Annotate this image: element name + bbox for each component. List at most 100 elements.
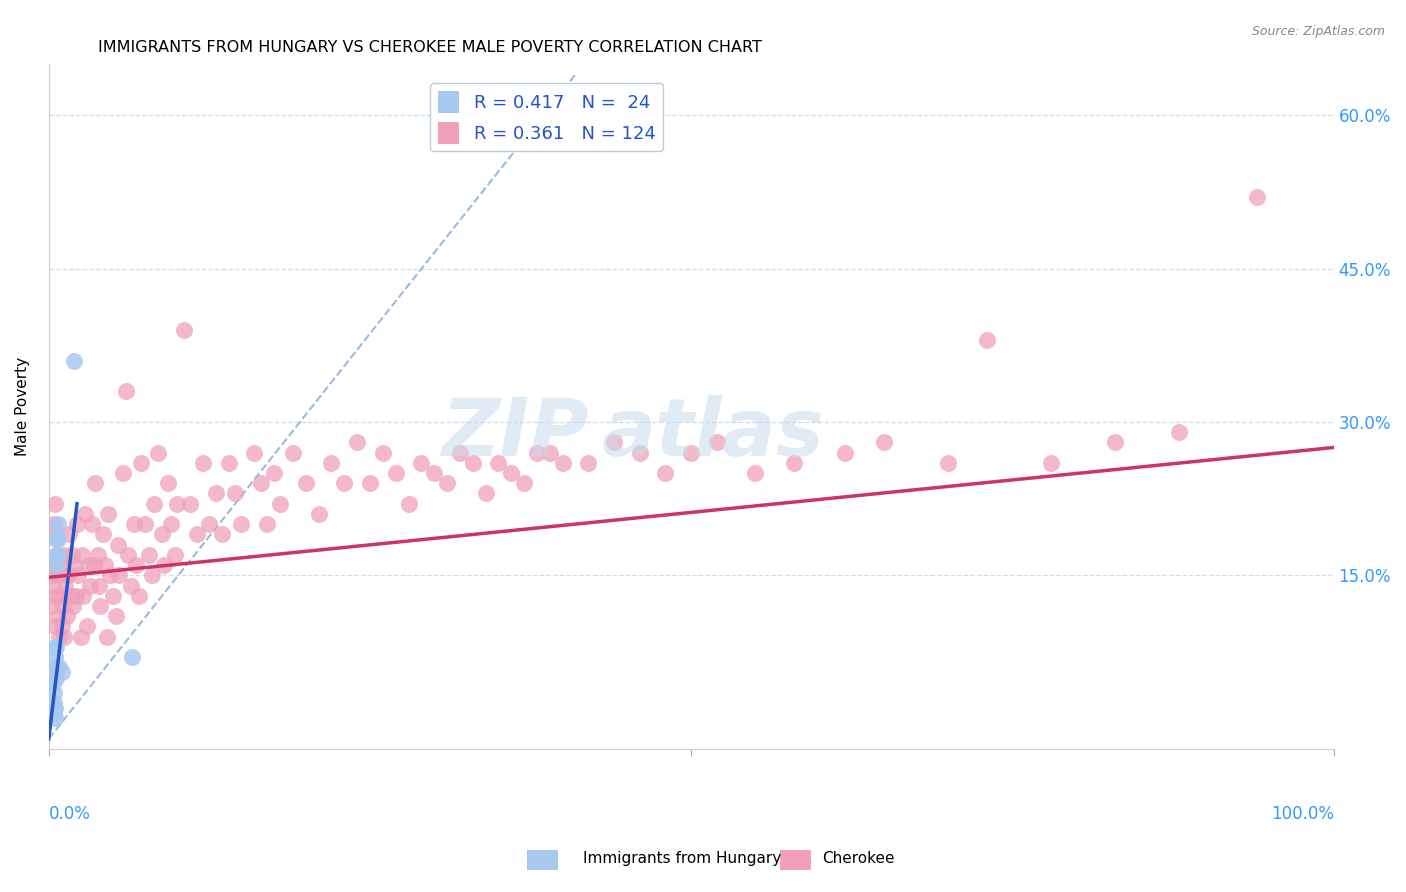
Point xyxy=(157,476,180,491)
Point xyxy=(501,466,523,480)
Point xyxy=(44,701,66,715)
Point xyxy=(603,435,626,450)
Point xyxy=(45,527,67,541)
Point xyxy=(46,548,69,562)
Point xyxy=(49,589,72,603)
Point xyxy=(53,548,76,562)
Point xyxy=(1039,456,1062,470)
Point xyxy=(63,353,86,368)
Point xyxy=(97,507,120,521)
Point xyxy=(48,630,70,644)
Point xyxy=(51,558,73,572)
Point xyxy=(1168,425,1191,439)
Point xyxy=(125,558,148,572)
Point xyxy=(191,456,214,470)
Text: IMMIGRANTS FROM HUNGARY VS CHEROKEE MALE POVERTY CORRELATION CHART: IMMIGRANTS FROM HUNGARY VS CHEROKEE MALE… xyxy=(98,40,762,55)
Point xyxy=(122,517,145,532)
Point xyxy=(55,578,77,592)
Point xyxy=(186,527,208,541)
Point xyxy=(269,497,291,511)
Point xyxy=(211,527,233,541)
Point xyxy=(87,578,110,592)
Point xyxy=(56,568,79,582)
Point xyxy=(73,507,96,521)
Point xyxy=(1104,435,1126,450)
Point xyxy=(371,445,394,459)
Text: Immigrants from Hungary: Immigrants from Hungary xyxy=(583,851,782,865)
Point xyxy=(44,558,66,572)
Point xyxy=(128,589,150,603)
Point xyxy=(42,578,65,592)
Point xyxy=(45,589,67,603)
Point xyxy=(384,466,406,480)
Point xyxy=(42,665,65,680)
Point xyxy=(117,548,139,562)
Point xyxy=(146,445,169,459)
Point xyxy=(744,466,766,480)
Point xyxy=(42,686,65,700)
Point xyxy=(48,660,70,674)
Point xyxy=(628,445,651,459)
Point xyxy=(107,538,129,552)
Point xyxy=(72,589,94,603)
Point xyxy=(976,333,998,347)
Point xyxy=(488,456,510,470)
Point xyxy=(449,445,471,459)
Point xyxy=(256,517,278,532)
Point xyxy=(41,701,63,715)
Point xyxy=(308,507,330,521)
Text: ZIP: ZIP xyxy=(441,395,588,473)
Point xyxy=(166,497,188,511)
Point xyxy=(76,619,98,633)
Point xyxy=(44,619,66,633)
Point xyxy=(654,466,676,480)
Point xyxy=(77,558,100,572)
Point xyxy=(46,609,69,624)
Point xyxy=(41,675,63,690)
Point xyxy=(115,384,138,399)
Point xyxy=(44,660,66,674)
Y-axis label: Male Poverty: Male Poverty xyxy=(15,357,30,456)
Point xyxy=(398,497,420,511)
Point xyxy=(436,476,458,491)
Point xyxy=(44,640,66,654)
Point xyxy=(936,456,959,470)
Point xyxy=(45,660,67,674)
Point xyxy=(783,456,806,470)
Point xyxy=(249,476,271,491)
Point xyxy=(538,445,561,459)
Point xyxy=(108,568,131,582)
Point xyxy=(83,558,105,572)
Point xyxy=(198,517,221,532)
Point xyxy=(513,476,536,491)
Text: 100.0%: 100.0% xyxy=(1271,805,1334,823)
Point xyxy=(150,527,173,541)
Point xyxy=(44,711,66,725)
Point xyxy=(45,640,67,654)
Text: 0.0%: 0.0% xyxy=(49,805,90,823)
Point xyxy=(141,568,163,582)
Point xyxy=(153,558,176,572)
Point xyxy=(100,568,122,582)
Point xyxy=(179,497,201,511)
Point xyxy=(94,558,117,572)
Point xyxy=(46,533,69,547)
Point xyxy=(48,568,70,582)
Point xyxy=(263,466,285,480)
Text: Cherokee: Cherokee xyxy=(823,851,896,865)
Point xyxy=(82,517,104,532)
Point xyxy=(42,517,65,532)
Point xyxy=(834,445,856,459)
Point xyxy=(134,517,156,532)
Point xyxy=(321,456,343,470)
Point xyxy=(163,548,186,562)
Point xyxy=(42,696,65,710)
Point xyxy=(86,548,108,562)
Point xyxy=(243,445,266,459)
Point xyxy=(104,609,127,624)
Point xyxy=(281,445,304,459)
Point xyxy=(706,435,728,450)
Point xyxy=(138,548,160,562)
Point xyxy=(359,476,381,491)
Point xyxy=(681,445,703,459)
